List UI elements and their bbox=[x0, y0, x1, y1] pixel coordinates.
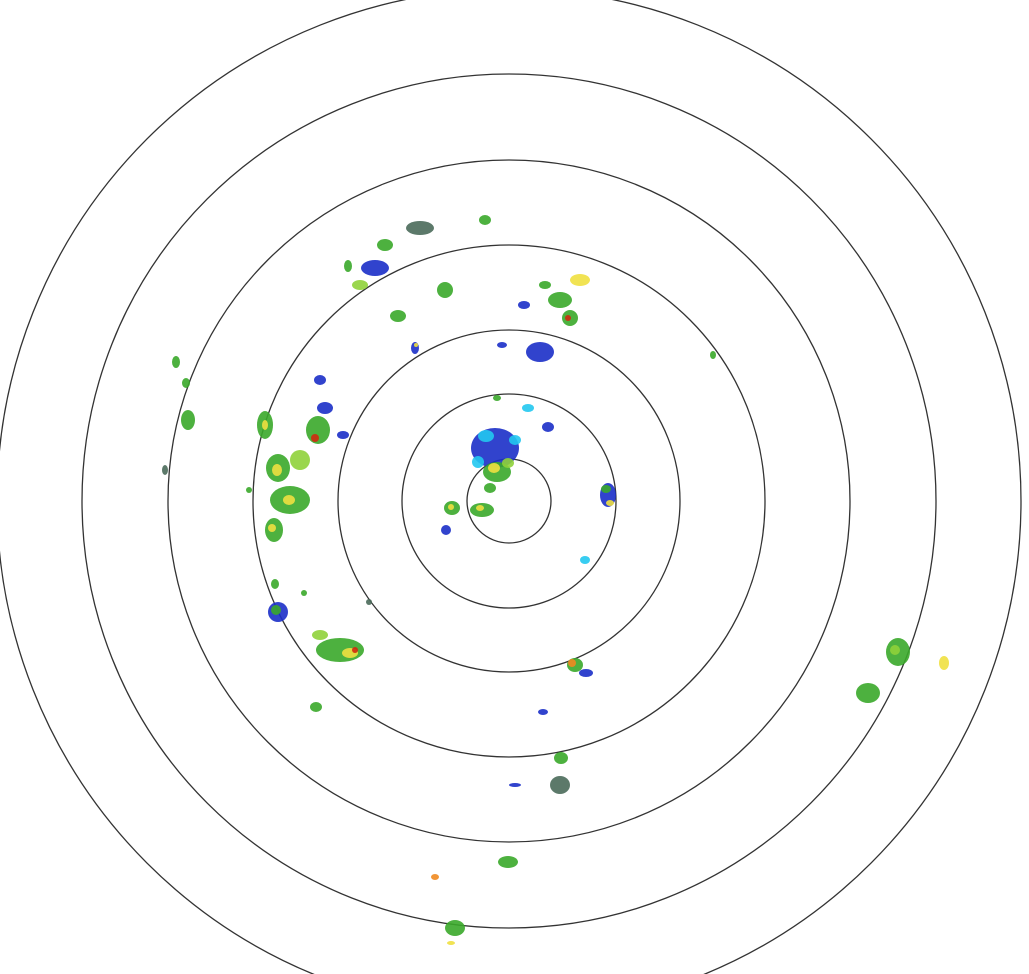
echo bbox=[268, 524, 276, 532]
echo bbox=[283, 495, 295, 505]
echo bbox=[162, 465, 168, 475]
echo bbox=[301, 590, 307, 596]
echo bbox=[181, 410, 195, 430]
echo bbox=[172, 356, 180, 368]
echo bbox=[437, 282, 453, 298]
echo bbox=[550, 776, 570, 794]
echo bbox=[272, 464, 282, 476]
echo bbox=[939, 656, 949, 670]
echo bbox=[344, 260, 352, 272]
echo bbox=[493, 395, 501, 401]
range-ring bbox=[337, 329, 681, 673]
echo bbox=[390, 310, 406, 322]
echo bbox=[310, 702, 322, 712]
echo bbox=[337, 431, 349, 439]
echo bbox=[311, 434, 319, 442]
echo bbox=[484, 483, 496, 493]
echo bbox=[548, 292, 572, 308]
echo bbox=[314, 375, 326, 385]
echo bbox=[431, 874, 439, 880]
echo bbox=[366, 599, 372, 605]
echo bbox=[447, 941, 455, 945]
echo bbox=[476, 505, 484, 511]
echo bbox=[580, 556, 590, 564]
echo bbox=[352, 647, 358, 653]
echo bbox=[518, 301, 530, 309]
echo bbox=[542, 422, 554, 432]
echo bbox=[710, 351, 716, 359]
radar-echoes bbox=[162, 215, 949, 945]
range-ring bbox=[252, 244, 766, 758]
echo bbox=[565, 315, 571, 321]
echo bbox=[352, 280, 368, 290]
echo bbox=[526, 342, 554, 362]
echo bbox=[246, 487, 252, 493]
echo bbox=[509, 783, 521, 787]
range-ring bbox=[81, 73, 937, 929]
echo bbox=[554, 752, 568, 764]
echo bbox=[377, 239, 393, 251]
echo bbox=[522, 404, 534, 412]
echo bbox=[497, 342, 507, 348]
echo bbox=[271, 605, 281, 615]
echo bbox=[570, 274, 590, 286]
echo bbox=[414, 343, 418, 347]
echo bbox=[509, 435, 521, 445]
echo bbox=[568, 659, 576, 667]
echo bbox=[890, 645, 900, 655]
echo bbox=[441, 525, 451, 535]
echo bbox=[290, 450, 310, 470]
echo bbox=[182, 378, 190, 388]
echo bbox=[539, 281, 551, 289]
echo bbox=[445, 920, 465, 936]
range-ring bbox=[167, 159, 851, 843]
echo bbox=[601, 485, 611, 493]
echo bbox=[312, 630, 328, 640]
echo bbox=[579, 669, 593, 677]
range-ring bbox=[401, 393, 617, 609]
echo bbox=[271, 579, 279, 589]
echo bbox=[606, 500, 614, 506]
echo bbox=[262, 420, 268, 430]
echo bbox=[361, 260, 389, 276]
echo bbox=[488, 463, 500, 473]
echo bbox=[317, 402, 333, 414]
echo bbox=[498, 856, 518, 868]
echo bbox=[479, 215, 491, 225]
echo bbox=[406, 221, 434, 235]
echo bbox=[472, 456, 484, 468]
echo bbox=[856, 683, 880, 703]
echo bbox=[502, 458, 514, 468]
echo bbox=[448, 504, 454, 510]
echo bbox=[538, 709, 548, 715]
echo bbox=[478, 430, 494, 442]
